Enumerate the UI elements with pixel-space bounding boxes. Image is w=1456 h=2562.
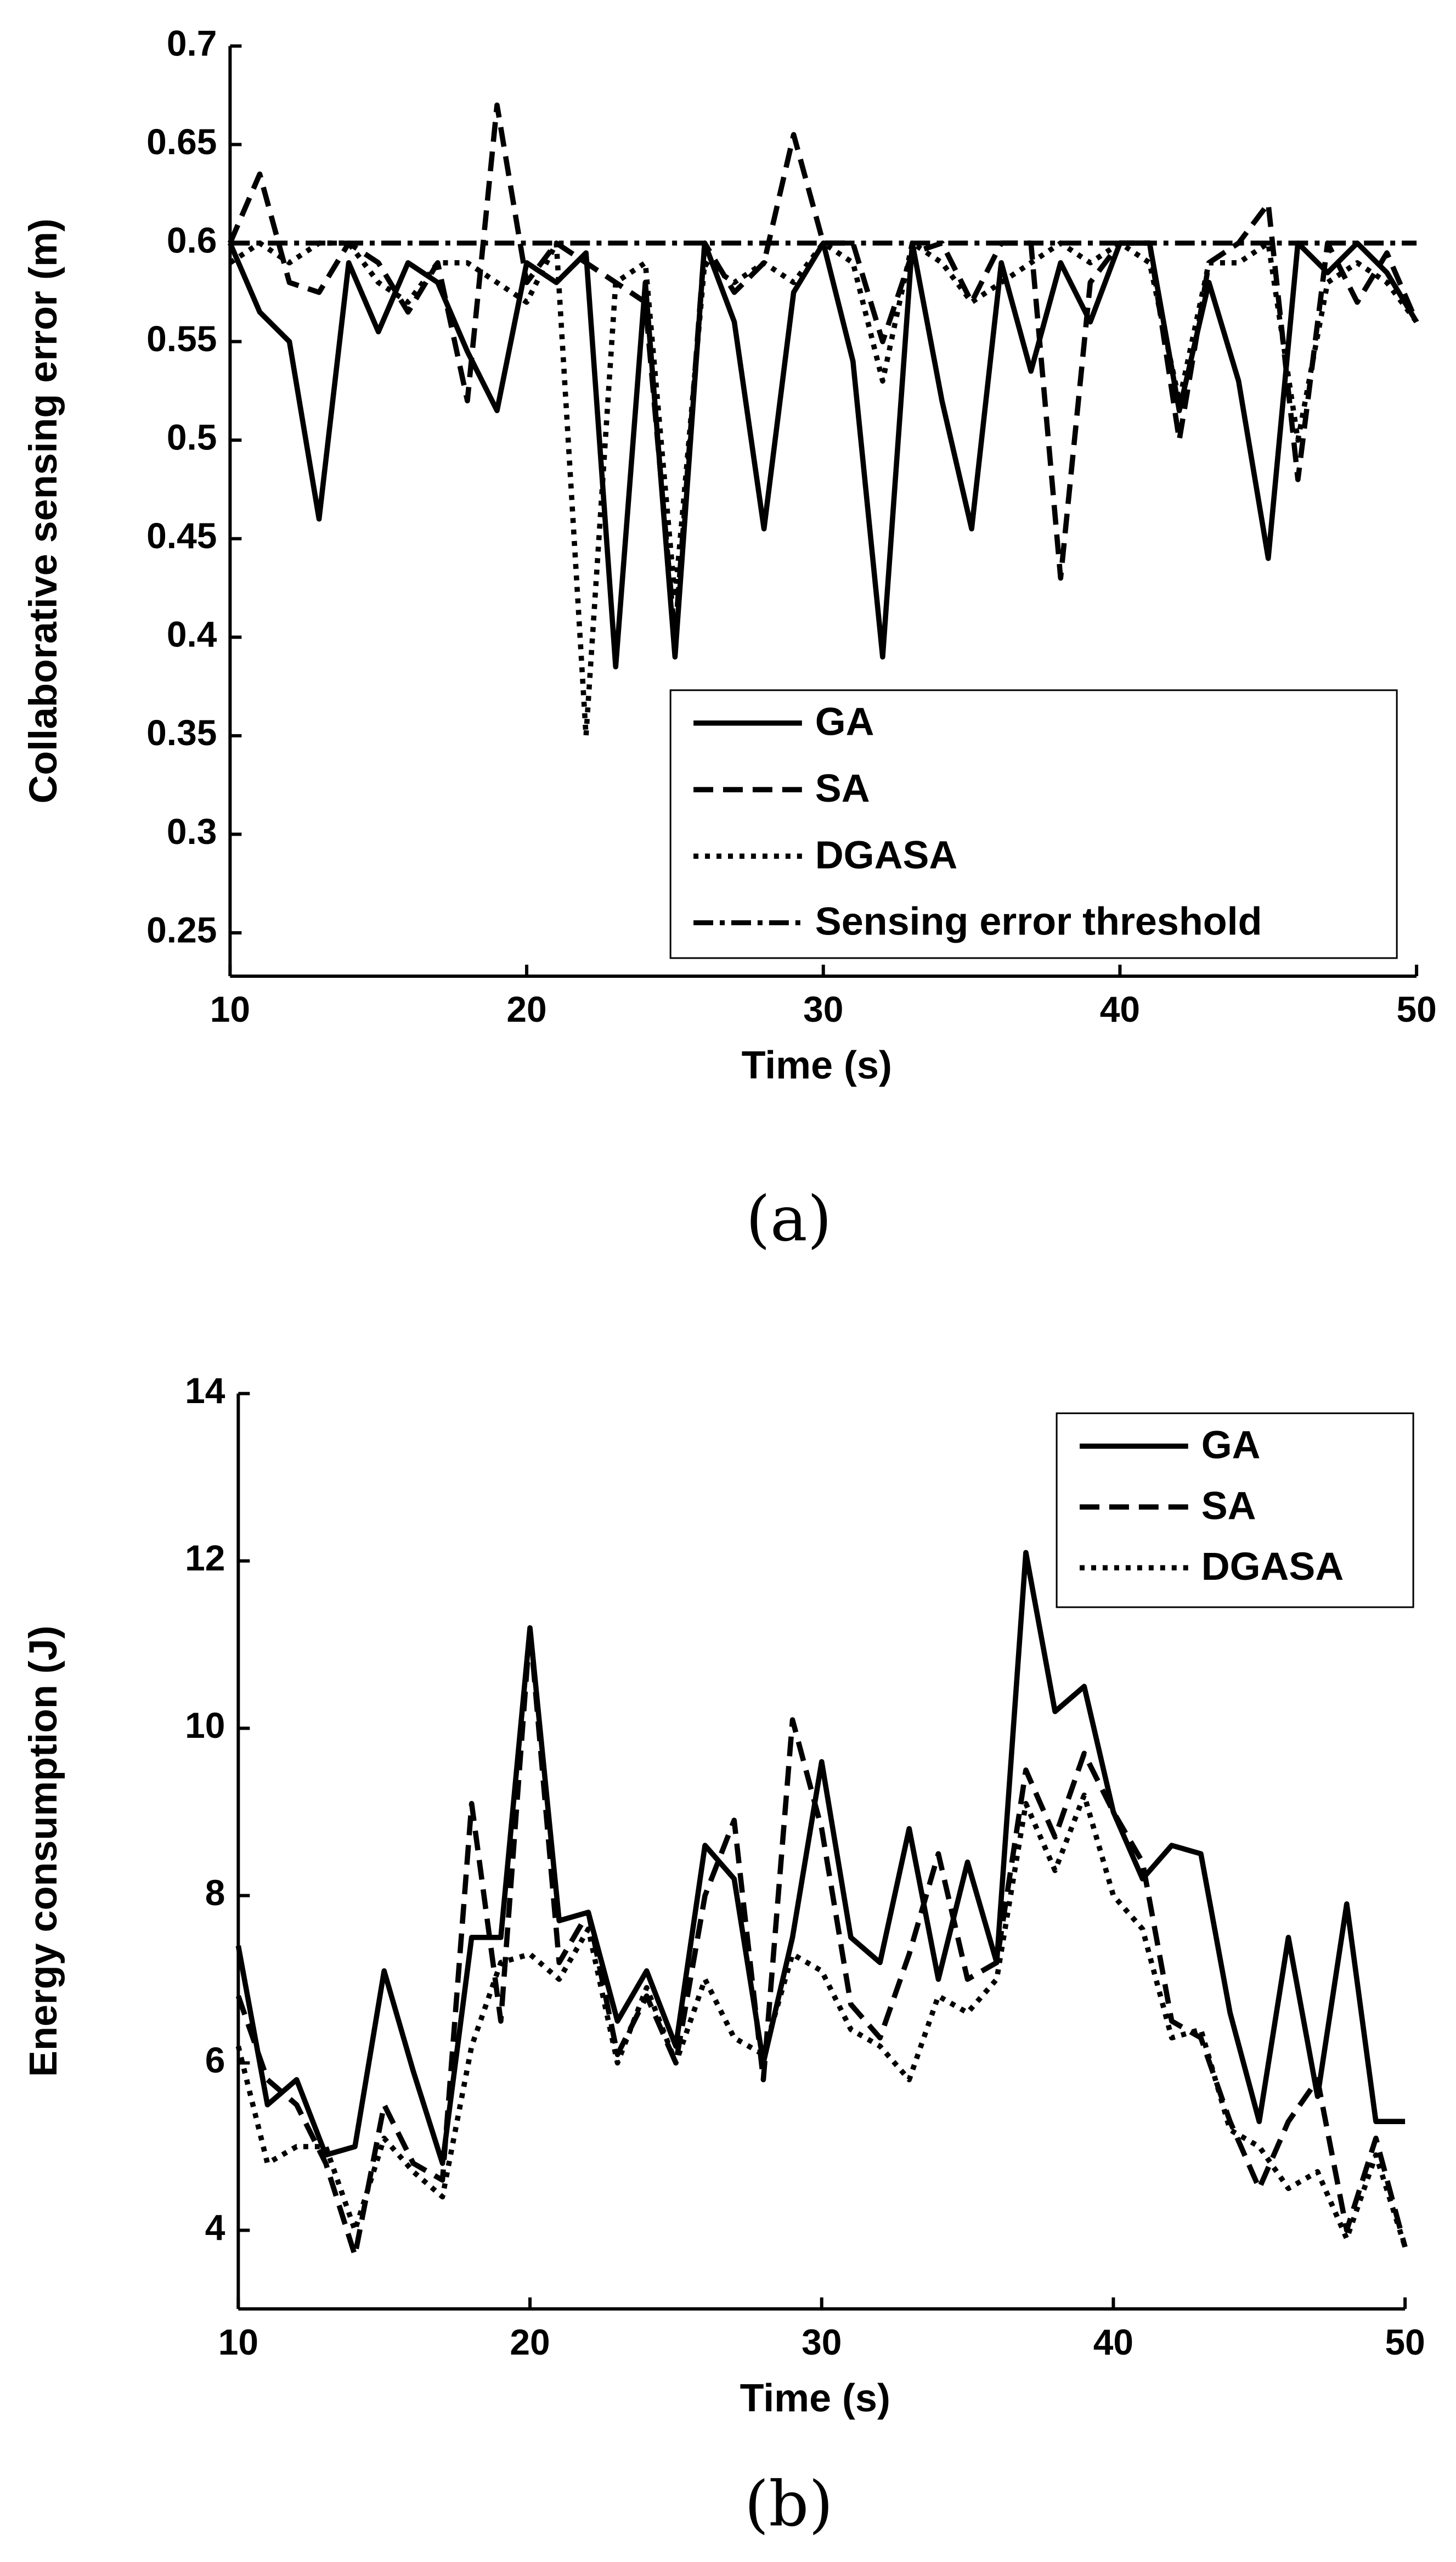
series-line	[227, 240, 1419, 669]
legend-label: GA	[815, 700, 874, 744]
y-tick-label: 14	[185, 1370, 225, 1411]
y-axis-label: Collaborative sensing error (m)	[21, 218, 65, 803]
x-tick-label: 50	[1396, 989, 1436, 1029]
y-tick-label: 0.65	[146, 121, 217, 162]
legend-label: GA	[1201, 1423, 1261, 1467]
x-tick-label: 10	[210, 989, 250, 1029]
x-tick-label: 30	[802, 2322, 842, 2362]
series-line	[227, 102, 1419, 640]
x-tick-label: 10	[218, 2322, 258, 2362]
y-tick-label: 0.4	[167, 614, 217, 655]
x-tick-label: 20	[506, 989, 546, 1029]
legend-label: SA	[815, 767, 870, 810]
y-tick-label: 0.6	[167, 219, 217, 260]
series-line	[235, 1550, 1406, 2166]
legend-label: Sensing error threshold	[815, 900, 1262, 944]
caption: (a)	[746, 1183, 832, 1255]
series-line	[235, 1625, 1408, 2258]
y-tick-label: 0.5	[167, 417, 217, 458]
y-tick-label: 10	[185, 1705, 225, 1745]
y-tick-label: 6	[205, 2040, 225, 2080]
legend-label: DGASA	[815, 833, 958, 877]
series-line	[235, 1792, 1408, 2248]
x-tick-label: 20	[510, 2322, 550, 2362]
y-tick-label: 12	[185, 1538, 225, 1578]
x-axis-label: Time (s)	[742, 1044, 892, 1088]
x-tick-label: 40	[1100, 989, 1140, 1029]
series-line	[228, 240, 1419, 739]
caption: (b)	[744, 2468, 833, 2541]
x-tick-label: 30	[803, 989, 843, 1029]
y-tick-label: 0.35	[146, 712, 217, 753]
y-tick-label: 4	[205, 2207, 225, 2248]
y-axis-label: Energy consumption (J)	[21, 1625, 65, 2077]
legend-box	[669, 689, 1398, 959]
legend-label: SA	[1201, 1484, 1256, 1528]
y-tick-label: 0.45	[146, 515, 217, 556]
y-tick-label: 0.25	[146, 909, 217, 950]
y-tick-label: 8	[205, 1872, 225, 1913]
x-tick-label: 50	[1385, 2322, 1425, 2362]
x-tick-label: 40	[1093, 2322, 1133, 2362]
y-tick-label: 0.55	[146, 318, 217, 359]
y-tick-label: 0.7	[167, 22, 217, 63]
y-tick-label: 0.3	[167, 811, 217, 852]
x-axis-label: Time (s)	[740, 2376, 890, 2420]
legend-label: DGASA	[1201, 1545, 1344, 1589]
